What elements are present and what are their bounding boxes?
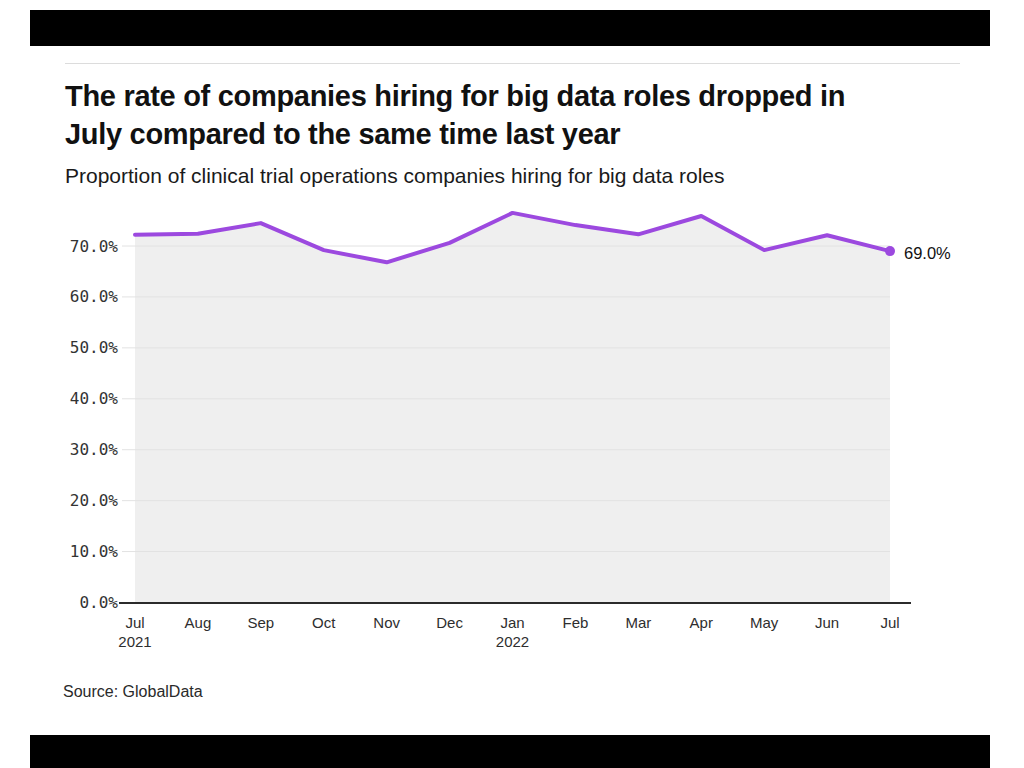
y-tick-label: 30.0% bbox=[70, 440, 119, 459]
y-tick-label: 0.0% bbox=[79, 593, 118, 612]
y-tick-label: 10.0% bbox=[70, 542, 119, 561]
x-tick-label: Feb bbox=[562, 614, 588, 631]
x-tick-label: Sep bbox=[247, 614, 274, 631]
y-tick-label: 40.0% bbox=[70, 389, 119, 408]
end-value-label: 69.0% bbox=[904, 244, 951, 262]
x-tick-label: Jul bbox=[125, 614, 144, 631]
line-chart-canvas: 0.0% 10.0% 20.0% 30.0% 40.0% 50.0% 60.0% 70.0% J… bbox=[0, 0, 1024, 768]
area-fill bbox=[135, 213, 890, 603]
source-credit: Source: GlobalData bbox=[63, 683, 203, 701]
x-tick-label: Jul bbox=[880, 614, 899, 631]
x-tick-label: Jun bbox=[815, 614, 839, 631]
x-tick-year-label: 2021 bbox=[118, 633, 151, 650]
x-tick-label: Nov bbox=[373, 614, 400, 631]
x-tick-label: May bbox=[750, 614, 779, 631]
y-tick-label: 60.0% bbox=[70, 287, 119, 306]
x-tick-year-label: 2022 bbox=[496, 633, 529, 650]
x-tick-label: Apr bbox=[690, 614, 713, 631]
x-tick-label: Jan bbox=[500, 614, 524, 631]
x-tick-label: Aug bbox=[185, 614, 212, 631]
y-tick-label: 50.0% bbox=[70, 338, 119, 357]
y-tick-label: 20.0% bbox=[70, 491, 119, 510]
x-tick-label: Dec bbox=[436, 614, 463, 631]
x-tick-label: Oct bbox=[312, 614, 336, 631]
bottom-frame-bar bbox=[30, 735, 990, 768]
y-tick-label: 70.0% bbox=[70, 237, 119, 256]
x-tick-label: Mar bbox=[625, 614, 651, 631]
end-point-marker bbox=[885, 246, 895, 256]
